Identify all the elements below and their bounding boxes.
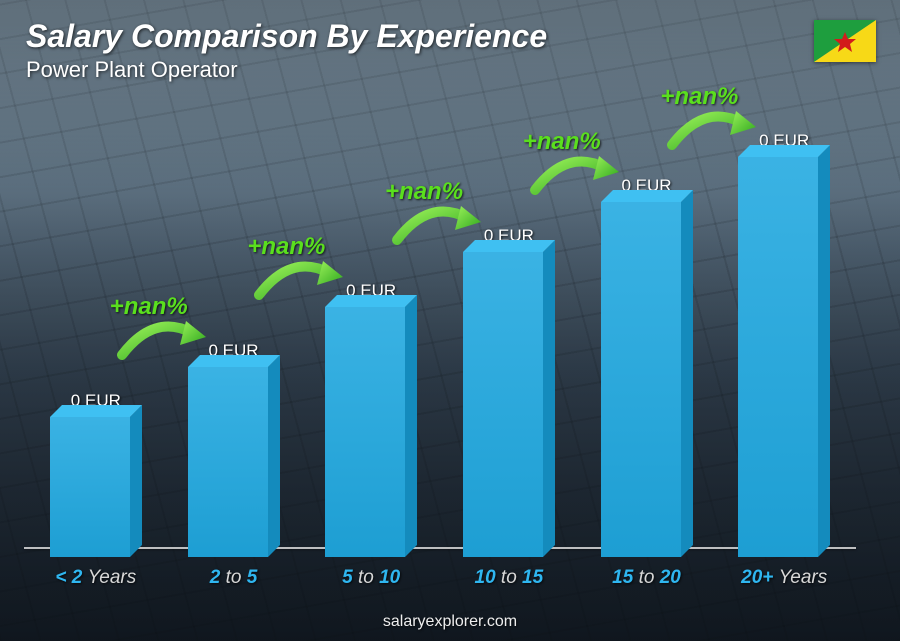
bar — [601, 202, 693, 557]
bar-side — [268, 355, 280, 557]
bar-side — [130, 405, 142, 557]
pct-increase-label: +nan% — [110, 293, 188, 321]
bar-slot: 0 EUR< 2 Years — [30, 391, 162, 589]
bar — [738, 157, 830, 557]
bar-front — [601, 202, 681, 557]
footer-credit: salaryexplorer.com — [0, 613, 900, 631]
flag-icon — [814, 20, 876, 62]
bar-chart: 0 EUR< 2 Years+nan%0 EUR2 to 5+nan%0 EUR… — [30, 89, 850, 589]
bar-front — [738, 157, 818, 557]
category-label: 2 to 5 — [210, 567, 258, 589]
pct-increase-label: +nan% — [247, 233, 325, 261]
bar-front — [50, 417, 130, 557]
pct-increase-label: +nan% — [385, 178, 463, 206]
category-label: 10 to 15 — [475, 567, 544, 589]
category-label: < 2 Years — [55, 567, 136, 589]
bar-slot: +nan%0 EUR15 to 20 — [581, 176, 713, 589]
bar — [188, 367, 280, 557]
category-label: 15 to 20 — [612, 567, 681, 589]
bar-side — [543, 240, 555, 557]
bar-side — [405, 295, 417, 557]
chart-subtitle: Power Plant Operator — [26, 57, 810, 83]
bar-top — [50, 405, 142, 417]
bar-slot: +nan%0 EUR2 to 5 — [168, 341, 300, 589]
bar — [325, 307, 417, 557]
bar-front — [463, 252, 543, 557]
bar-side — [681, 190, 693, 557]
category-label: 20+ Years — [741, 567, 827, 589]
bar-front — [325, 307, 405, 557]
pct-increase-label: +nan% — [523, 128, 601, 156]
bar-slot: +nan%0 EUR20+ Years — [718, 131, 850, 589]
bar — [50, 417, 142, 557]
bar-front — [188, 367, 268, 557]
header: Salary Comparison By Experience Power Pl… — [26, 18, 810, 83]
pct-increase-label: +nan% — [660, 83, 738, 111]
bar-side — [818, 145, 830, 557]
bar-slot: +nan%0 EUR10 to 15 — [443, 226, 575, 589]
bar — [463, 252, 555, 557]
chart-title: Salary Comparison By Experience — [26, 18, 810, 55]
bar-slot: +nan%0 EUR5 to 10 — [305, 281, 437, 589]
category-label: 5 to 10 — [342, 567, 400, 589]
